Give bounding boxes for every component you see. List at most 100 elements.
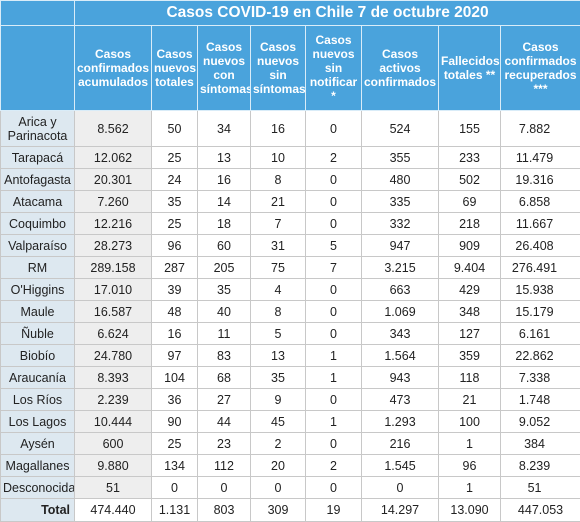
cell-value: 8.239 — [499, 454, 580, 477]
cell-value: 23 — [197, 432, 251, 455]
cell-value: 205 — [197, 256, 251, 279]
cell-value: 1 — [305, 410, 362, 433]
cell-value: 0 — [305, 190, 362, 213]
cell-value: 8.562 — [74, 110, 152, 147]
cell-value: 51 — [499, 476, 580, 499]
cell-value: 35 — [250, 366, 306, 389]
cell-value: 48 — [151, 300, 198, 323]
column-header: Fallecidos totales ** — [438, 25, 501, 111]
column-header: Casos confirmados recuperados *** — [499, 25, 580, 111]
cell-value: 134 — [151, 454, 198, 477]
cell-value: 28.273 — [74, 234, 152, 257]
cell-value: 1 — [438, 432, 501, 455]
region-name: Biobío — [0, 344, 75, 367]
cell-value: 51 — [74, 476, 152, 499]
cell-value: 1.564 — [361, 344, 439, 367]
table-row: Antofagasta 20.301 24 16 8 0 480 502 19.316 — [0, 168, 580, 191]
cell-value: 8 — [250, 168, 306, 191]
region-name: RM — [0, 256, 75, 279]
cell-value: 1 — [305, 366, 362, 389]
cell-value: 15.179 — [499, 300, 580, 323]
cell-value: 384 — [499, 432, 580, 455]
cell-value: 35 — [151, 190, 198, 213]
table-row: Aysén 600 25 23 2 0 216 1 384 — [0, 432, 580, 455]
cell-value: 40 — [197, 300, 251, 323]
region-name: Arica y Parinacota — [0, 110, 75, 147]
cell-value: 335 — [361, 190, 439, 213]
cell-value: 10.444 — [74, 410, 152, 433]
table-row: Ñuble 6.624 16 11 5 0 343 127 6.161 — [0, 322, 580, 345]
table-title: Casos COVID-19 en Chile 7 de octubre 202… — [73, 0, 580, 26]
cell-value: 2 — [305, 454, 362, 477]
cell-value: 19.316 — [499, 168, 580, 191]
cell-value: 355 — [361, 146, 439, 169]
column-header: Casos nuevos con síntomas — [197, 25, 251, 111]
cell-value: 1 — [438, 476, 501, 499]
region-name: O'Higgins — [0, 278, 75, 301]
cell-value: 11.667 — [499, 212, 580, 235]
cell-value: 332 — [361, 212, 439, 235]
table-row: Biobío 24.780 97 83 13 1 1.564 359 22.862 — [0, 344, 580, 367]
cell-value: 16.587 — [74, 300, 152, 323]
cell-value: 39 — [151, 278, 198, 301]
cell-value: 502 — [438, 168, 501, 191]
table-row: Tarapacá 12.062 25 13 10 2 355 233 11.479 — [0, 146, 580, 169]
cell-value: 104 — [151, 366, 198, 389]
total-value: 13.090 — [438, 498, 501, 522]
total-value: 803 — [197, 498, 251, 522]
cell-value: 127 — [438, 322, 501, 345]
cell-value: 0 — [151, 476, 198, 499]
cell-value: 1.293 — [361, 410, 439, 433]
cell-value: 3.215 — [361, 256, 439, 279]
table-row: Los Lagos 10.444 90 44 45 1 1.293 100 9.052 — [0, 410, 580, 433]
cell-value: 4 — [250, 278, 306, 301]
cell-value: 8.393 — [74, 366, 152, 389]
header-corner — [0, 0, 75, 26]
column-header: Casos nuevos totales — [151, 25, 198, 111]
region-name: Coquimbo — [0, 212, 75, 235]
total-value: 447.053 — [499, 498, 580, 522]
table-row: O'Higgins 17.010 39 35 4 0 663 429 15.938 — [0, 278, 580, 301]
region-name: Los Lagos — [0, 410, 75, 433]
cell-value: 8 — [250, 300, 306, 323]
cell-value: 343 — [361, 322, 439, 345]
cell-value: 218 — [438, 212, 501, 235]
cell-value: 11.479 — [499, 146, 580, 169]
cell-value: 34 — [197, 110, 251, 147]
cell-value: 480 — [361, 168, 439, 191]
cell-value: 348 — [438, 300, 501, 323]
cell-value: 97 — [151, 344, 198, 367]
table-row: Maule 16.587 48 40 8 0 1.069 348 15.179 — [0, 300, 580, 323]
cell-value: 90 — [151, 410, 198, 433]
total-value: 309 — [250, 498, 306, 522]
table-row: Araucanía 8.393 104 68 35 1 943 118 7.338 — [0, 366, 580, 389]
cell-value: 9.052 — [499, 410, 580, 433]
cell-value: 7 — [305, 256, 362, 279]
cell-value: 96 — [438, 454, 501, 477]
cell-value: 155 — [438, 110, 501, 147]
cell-value: 100 — [438, 410, 501, 433]
cell-value: 524 — [361, 110, 439, 147]
total-row: Total 474.440 1.131 803 309 19 14.297 13.090 44… — [0, 498, 580, 522]
cell-value: 0 — [361, 476, 439, 499]
cell-value: 5 — [250, 322, 306, 345]
cell-value: 16 — [197, 168, 251, 191]
cell-value: 0 — [305, 110, 362, 147]
cell-value: 1 — [305, 344, 362, 367]
cell-value: 12.062 — [74, 146, 152, 169]
total-value: 474.440 — [74, 498, 152, 522]
table-row: Coquimbo 12.216 25 18 7 0 332 218 11.667 — [0, 212, 580, 235]
region-name: Antofagasta — [0, 168, 75, 191]
cell-value: 7.260 — [74, 190, 152, 213]
cell-value: 13 — [250, 344, 306, 367]
cell-value: 0 — [305, 432, 362, 455]
cell-value: 69 — [438, 190, 501, 213]
cell-value: 0 — [305, 388, 362, 411]
cell-value: 473 — [361, 388, 439, 411]
cell-value: 50 — [151, 110, 198, 147]
cell-value: 233 — [438, 146, 501, 169]
table-row: Magallanes 9.880 134 112 20 2 1.545 96 8.239 — [0, 454, 580, 477]
cell-value: 0 — [305, 168, 362, 191]
table-row: RM 289.158 287 205 75 7 3.215 9.404 276.491 — [0, 256, 580, 279]
column-header: Casos confirmados acumulados — [74, 25, 152, 111]
